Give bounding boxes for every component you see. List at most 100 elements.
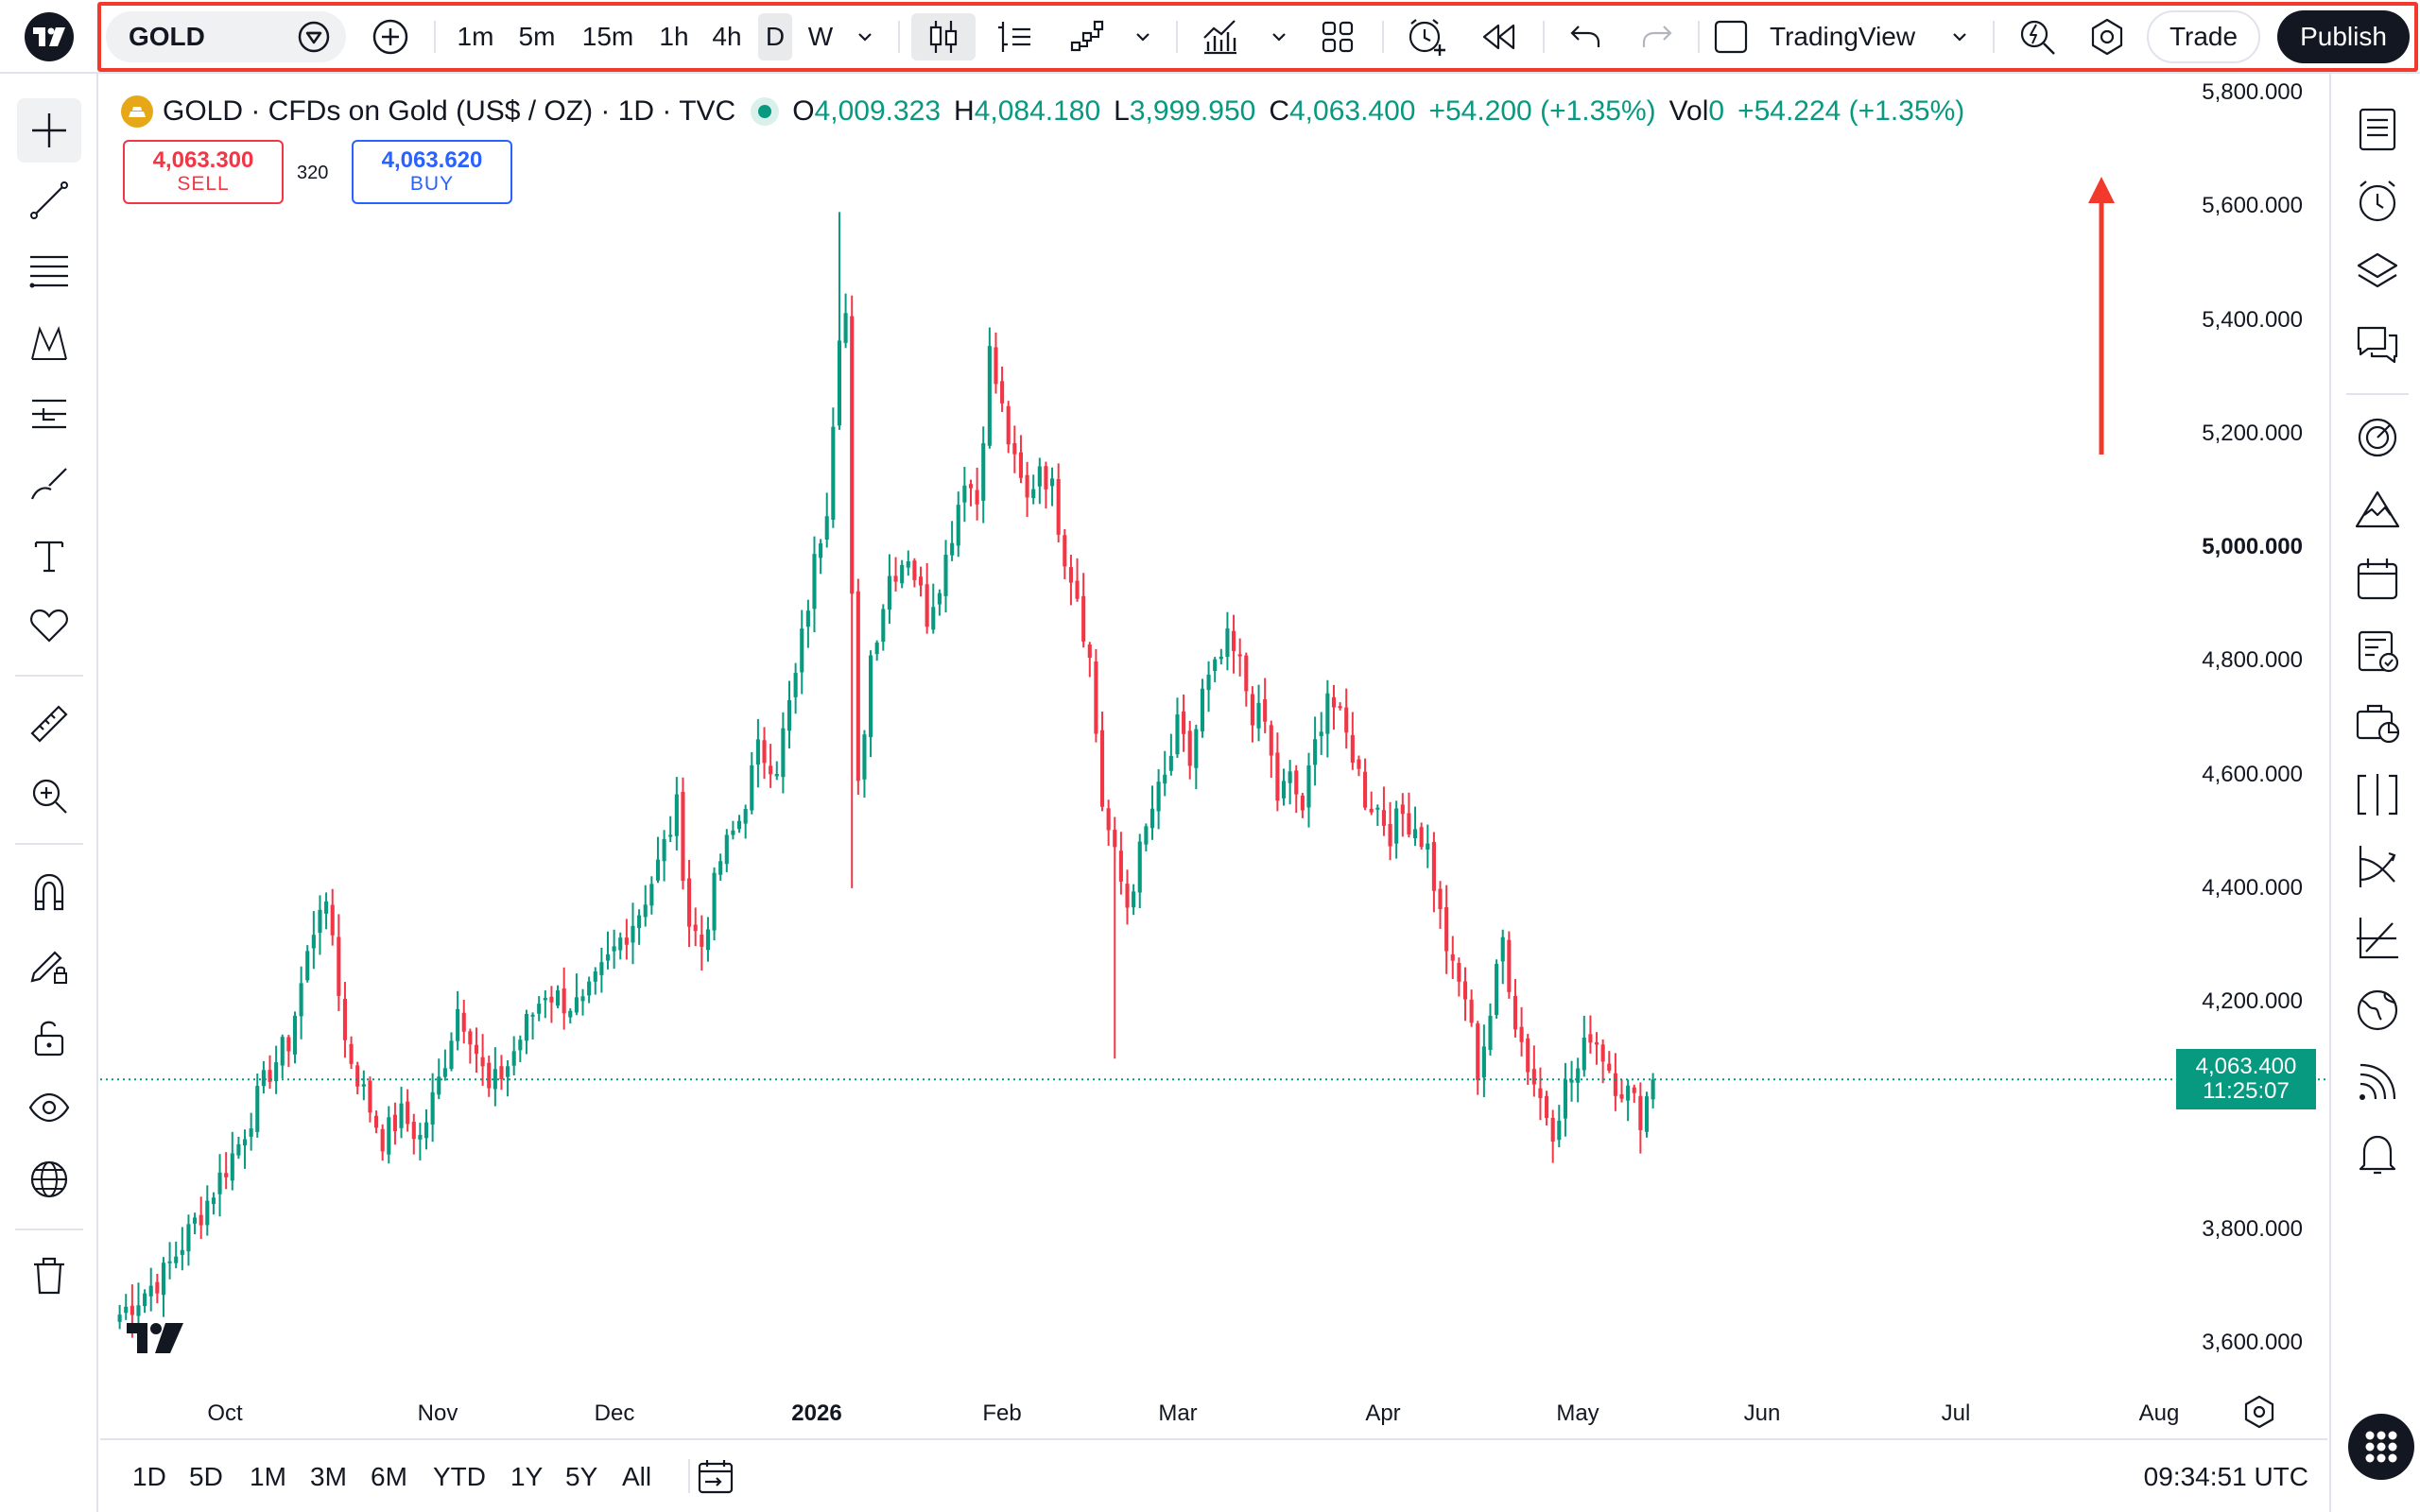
magnet-tool[interactable] bbox=[17, 860, 81, 924]
object-tree[interactable] bbox=[17, 1147, 81, 1211]
interval-1m[interactable]: 1m bbox=[452, 13, 499, 60]
forecasting-tool[interactable] bbox=[17, 382, 81, 446]
candle-body bbox=[318, 909, 322, 934]
alerts-button[interactable] bbox=[2348, 172, 2407, 231]
alert-button[interactable] bbox=[1403, 13, 1450, 60]
range-6m-button[interactable]: 6M bbox=[371, 1457, 407, 1497]
candle-body bbox=[224, 1173, 229, 1177]
range-3m-button[interactable]: 3M bbox=[310, 1457, 347, 1497]
dom-button[interactable] bbox=[2348, 765, 2407, 824]
price-tick-label: 5,000.000 bbox=[2202, 534, 2303, 560]
candle-body bbox=[374, 1115, 379, 1128]
streams-button[interactable] bbox=[2348, 1053, 2407, 1111]
interval-dropdown-button[interactable] bbox=[849, 13, 881, 60]
chats-button[interactable] bbox=[2348, 316, 2407, 374]
candle-body bbox=[1531, 1069, 1536, 1085]
settings-button[interactable] bbox=[2083, 13, 2131, 60]
favorites-tool[interactable] bbox=[17, 593, 81, 658]
candle-body bbox=[562, 988, 566, 1014]
fullscreen-button[interactable] bbox=[1709, 13, 1753, 60]
pine-screener-button[interactable] bbox=[2348, 480, 2407, 539]
bar-chart-type-button[interactable] bbox=[993, 13, 1036, 60]
symbol-details-icon[interactable] bbox=[297, 20, 331, 54]
candle-body bbox=[1094, 662, 1098, 734]
quick-search-button[interactable] bbox=[2014, 13, 2061, 60]
apps-menu-button[interactable] bbox=[2348, 1414, 2414, 1480]
notifications-button[interactable] bbox=[2348, 1125, 2407, 1183]
hide-drawings[interactable] bbox=[17, 1075, 81, 1140]
sell-button[interactable]: 4,063.300 SELL bbox=[123, 140, 284, 204]
go-to-date-button[interactable] bbox=[696, 1457, 737, 1497]
range-all-button[interactable]: All bbox=[622, 1457, 651, 1497]
tradingview-watermark-icon[interactable] bbox=[127, 1321, 185, 1355]
price-tick-label: 5,800.000 bbox=[2202, 79, 2303, 106]
candlestick-chart[interactable] bbox=[100, 76, 2327, 1436]
range-ytd-button[interactable]: YTD bbox=[433, 1457, 486, 1497]
chart-pane[interactable]: GOLD · CFDs on Gold (US$ / OZ) · 1D · TV… bbox=[100, 76, 2327, 1436]
range-1d-button[interactable]: 1D bbox=[132, 1457, 166, 1497]
interval-w[interactable]: W bbox=[804, 13, 838, 60]
replay-button[interactable] bbox=[1477, 13, 1520, 60]
community-button[interactable] bbox=[2348, 981, 2407, 1040]
fib-retracement-tool[interactable] bbox=[17, 240, 81, 304]
candle-body bbox=[1350, 734, 1355, 763]
remove-drawings[interactable] bbox=[17, 1244, 81, 1308]
range-1m-button[interactable]: 1M bbox=[250, 1457, 286, 1497]
trade-button[interactable]: Trade bbox=[2147, 10, 2260, 63]
ideas-button[interactable] bbox=[2348, 408, 2407, 467]
text-icon bbox=[34, 541, 64, 573]
strategy-tester-button[interactable] bbox=[2348, 909, 2407, 968]
range-5y-button[interactable]: 5Y bbox=[565, 1457, 597, 1497]
candle-body bbox=[1394, 808, 1399, 844]
crosshair-tool[interactable] bbox=[17, 98, 81, 163]
symbol-search-button[interactable]: GOLD bbox=[106, 11, 346, 62]
pattern-tool[interactable] bbox=[17, 312, 81, 376]
interval-4h[interactable]: 4h bbox=[705, 13, 749, 60]
range-label: YTD bbox=[433, 1462, 486, 1491]
layout-button[interactable] bbox=[1316, 13, 1359, 60]
tradingview-logo-icon[interactable] bbox=[25, 12, 74, 61]
calendar-button[interactable] bbox=[2348, 550, 2407, 609]
publish-button[interactable]: Publish bbox=[2277, 10, 2410, 63]
candle-body bbox=[1457, 962, 1461, 982]
range-5d-button[interactable]: 5D bbox=[189, 1457, 223, 1497]
lock-all-drawings[interactable] bbox=[17, 1005, 81, 1070]
chart-type-dropdown-button[interactable] bbox=[1127, 13, 1159, 60]
buy-button[interactable]: 4,063.620 BUY bbox=[352, 140, 512, 204]
chart-settings-icon[interactable] bbox=[2240, 1393, 2278, 1431]
candle-body bbox=[1619, 1094, 1624, 1099]
indicators-button[interactable] bbox=[1199, 13, 1242, 60]
trading-panel-button[interactable] bbox=[2348, 837, 2407, 896]
layout-name-button[interactable]: TradingView bbox=[1770, 13, 1930, 60]
news-button[interactable] bbox=[2348, 622, 2407, 680]
zoom-tool[interactable] bbox=[17, 764, 81, 828]
indicators-dropdown-button[interactable] bbox=[1263, 13, 1295, 60]
add-symbol-button[interactable] bbox=[369, 13, 412, 60]
interval-5m[interactable]: 5m bbox=[510, 13, 563, 60]
candles-chart-type-button[interactable] bbox=[911, 13, 976, 60]
watchlist-button[interactable] bbox=[2348, 100, 2407, 159]
range-1y-button[interactable]: 1Y bbox=[510, 1457, 543, 1497]
brush-tool[interactable] bbox=[17, 452, 81, 516]
candle-body bbox=[1056, 479, 1061, 535]
measure-tool[interactable] bbox=[17, 692, 81, 756]
buy-price: 4,063.620 bbox=[381, 147, 483, 173]
object-tree-button[interactable] bbox=[2348, 244, 2407, 302]
interval-d[interactable]: D bbox=[758, 13, 792, 60]
lock-drawings-mode[interactable] bbox=[17, 934, 81, 998]
text-tool[interactable] bbox=[17, 524, 81, 588]
interval-15m[interactable]: 15m bbox=[575, 13, 641, 60]
legend-title[interactable]: GOLD · CFDs on Gold (US$ / OZ) · 1D · TV… bbox=[163, 95, 736, 127]
step-chart-type-button[interactable] bbox=[1066, 13, 1110, 60]
redo-button[interactable] bbox=[1635, 13, 1679, 60]
trend-line-tool[interactable] bbox=[17, 168, 81, 232]
candle-body bbox=[1319, 731, 1323, 736]
portfolio-button[interactable] bbox=[2348, 694, 2407, 752]
timezone-clock[interactable]: 09:34:51 UTC bbox=[2144, 1457, 2308, 1497]
candle-body bbox=[731, 830, 735, 835]
candle-body bbox=[1538, 1088, 1543, 1099]
undo-button[interactable] bbox=[1564, 13, 1607, 60]
interval-1h[interactable]: 1h bbox=[652, 13, 696, 60]
candle-body bbox=[1313, 739, 1318, 765]
layout-dropdown-button[interactable] bbox=[1944, 13, 1976, 60]
